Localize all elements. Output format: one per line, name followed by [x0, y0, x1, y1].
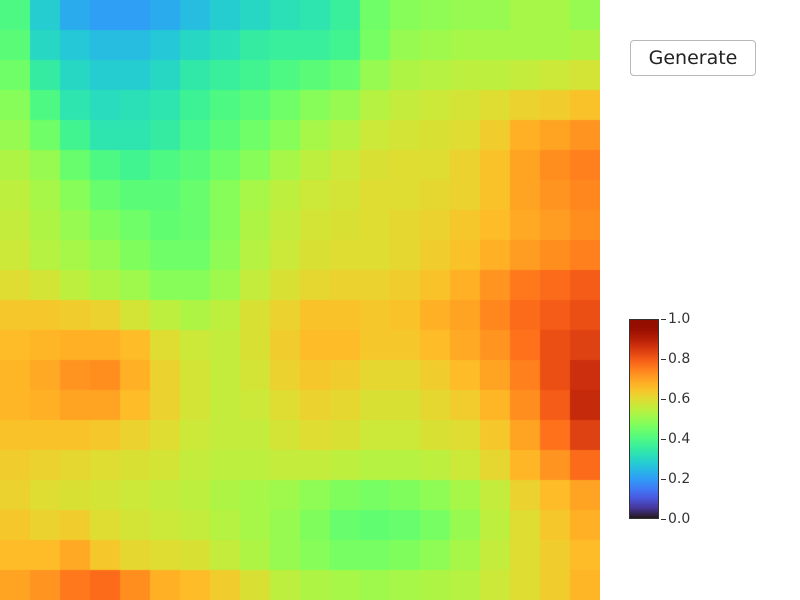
colorbar-tick-label: 0.8 [668, 351, 691, 367]
colorbar-tick-label: 0.2 [668, 471, 691, 487]
colorbar-tick-label: 1.0 [668, 311, 691, 327]
heatmap [0, 0, 600, 600]
colorbar-tick [661, 479, 666, 480]
colorbar-tick-label: 0.4 [668, 431, 691, 447]
colorbar-tick [661, 359, 666, 360]
colorbar-tick [661, 399, 666, 400]
colorbar [629, 319, 659, 519]
colorbar-tick [661, 439, 666, 440]
colorbar-tick [661, 519, 666, 520]
colorbar-tick-label: 0.6 [668, 391, 691, 407]
colorbar-tick [661, 319, 666, 320]
generate-button[interactable]: Generate [630, 40, 756, 76]
colorbar-tick-label: 0.0 [668, 511, 691, 527]
